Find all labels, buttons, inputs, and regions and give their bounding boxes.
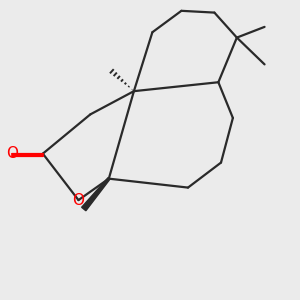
Text: O: O xyxy=(7,146,19,161)
Text: O: O xyxy=(73,193,85,208)
Polygon shape xyxy=(82,178,110,211)
